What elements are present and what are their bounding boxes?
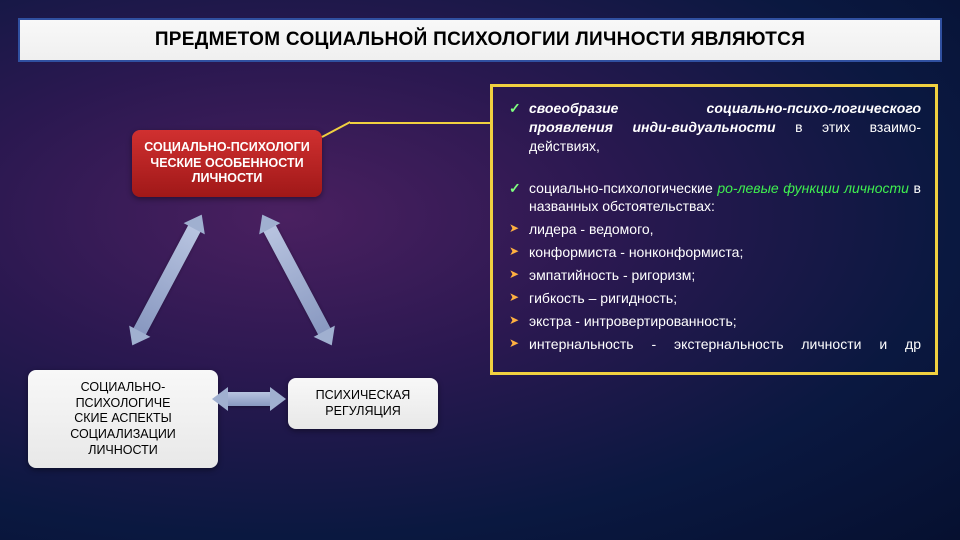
node-features-label: СОЦИАЛЬНО-ПСИХОЛОГИЧЕСКИЕ ОСОБЕННОСТИЛИЧ… <box>144 140 309 185</box>
node-features: СОЦИАЛЬНО-ПСИХОЛОГИЧЕСКИЕ ОСОБЕННОСТИЛИЧ… <box>132 130 322 197</box>
callout-box: своеобразие социально-психо-логического … <box>490 84 938 375</box>
node-socialization-label: СОЦИАЛЬНО-ПСИХОЛОГИЧЕСКИЕ АСПЕКТЫСОЦИАЛИ… <box>70 380 176 457</box>
subitem-flexibility: гибкость – ригидность; <box>507 289 921 308</box>
arrow-top-left <box>133 224 202 337</box>
page-title: ПРЕДМЕТОМ СОЦИАЛЬНОЙ ПСИХОЛОГИИ ЛИЧНОСТИ… <box>155 29 805 51</box>
callout-list: своеобразие социально-психо-логического … <box>507 99 921 354</box>
callout-connector <box>350 122 490 124</box>
callout-connector <box>322 121 351 138</box>
bullet-originality: своеобразие социально-психо-логического … <box>507 99 921 156</box>
subitem-leader: лидера - ведомого, <box>507 220 921 239</box>
arrow-top-right <box>263 224 332 337</box>
bullet-highlight: ро-левые функции личности <box>717 180 909 196</box>
subitem-conformist: конформиста - нонконформиста; <box>507 243 921 262</box>
bullet-role-functions: социально-психологические ро-левые функц… <box>507 179 921 217</box>
subitem-empathy: эмпатийность - ригоризм; <box>507 266 921 285</box>
node-regulation-label: ПСИХИЧЕСКАЯРЕГУЛЯЦИЯ <box>316 388 411 418</box>
title-bar: ПРЕДМЕТОМ СОЦИАЛЬНОЙ ПСИХОЛОГИИ ЛИЧНОСТИ… <box>18 18 942 62</box>
subitem-extraversion: экстра - интровертированность; <box>507 312 921 331</box>
arrow-bottom <box>226 392 272 406</box>
spacer <box>507 164 529 170</box>
bullet-text: социально-психологические <box>529 180 717 196</box>
node-regulation: ПСИХИЧЕСКАЯРЕГУЛЯЦИЯ <box>288 378 438 429</box>
node-socialization: СОЦИАЛЬНО-ПСИХОЛОГИЧЕСКИЕ АСПЕКТЫСОЦИАЛИ… <box>28 370 218 468</box>
subitem-internality: интернальность - экстернальность личност… <box>507 335 921 354</box>
